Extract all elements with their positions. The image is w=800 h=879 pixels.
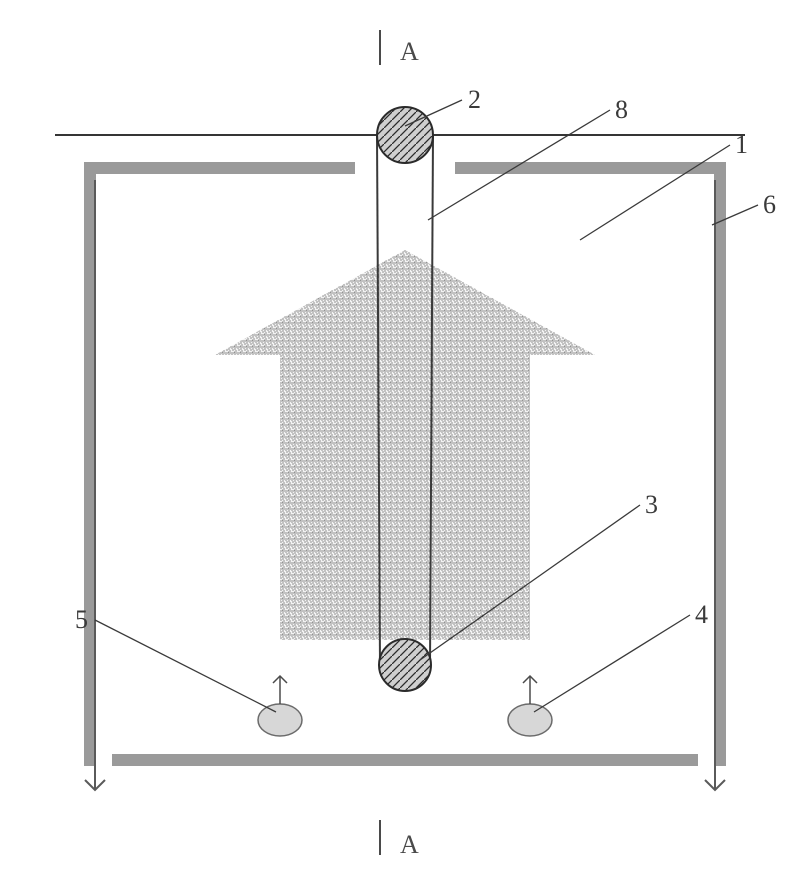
callout-6: 6 xyxy=(763,190,776,219)
callout-4: 4 xyxy=(695,600,708,629)
nozzle-right xyxy=(508,676,552,736)
flow-arrow xyxy=(215,250,595,640)
pulley-top xyxy=(377,107,433,163)
section-mark-bottom: A xyxy=(380,820,419,859)
callout-8: 8 xyxy=(615,95,628,124)
callout-3: 3 xyxy=(645,490,658,519)
svg-text:A: A xyxy=(400,37,419,66)
callout-5: 5 xyxy=(75,605,88,634)
pulley-bottom xyxy=(379,639,431,691)
svg-text:A: A xyxy=(400,830,419,859)
section-mark-top: A xyxy=(380,30,419,66)
callout-1: 1 xyxy=(735,130,748,159)
callout-2: 2 xyxy=(468,85,481,114)
